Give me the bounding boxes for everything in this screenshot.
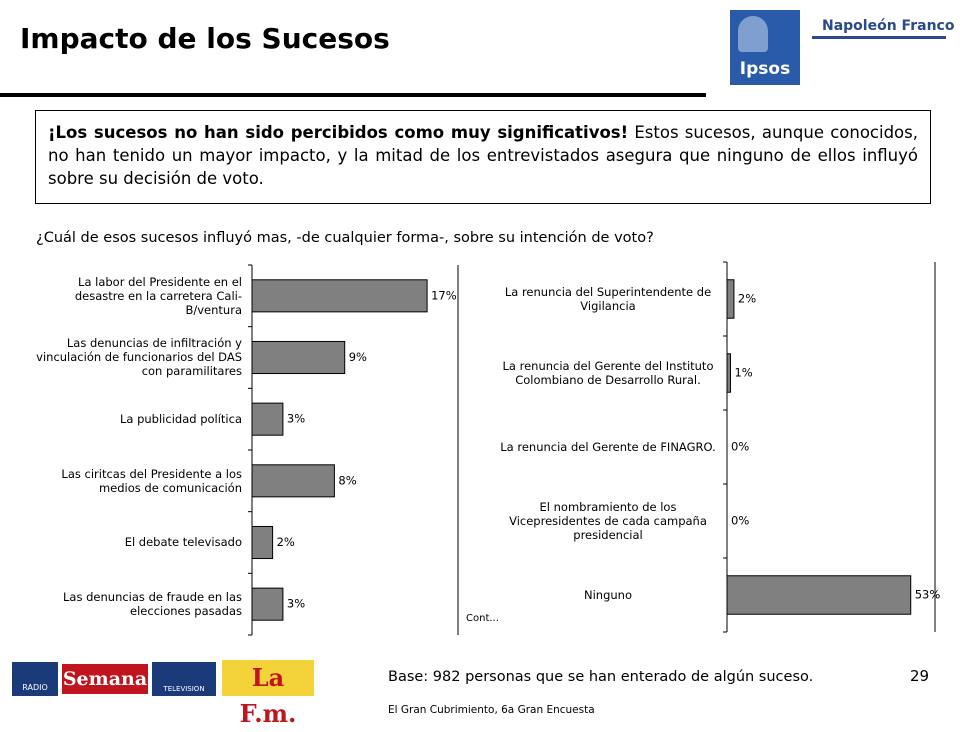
category-label: La renuncia del Gerente del Instituto Co… [502,359,714,387]
category-label: La renuncia del Gerente de FINAGRO. [500,440,716,454]
summary-box: ¡Los sucesos no han sido percibidos como… [35,110,931,204]
bar [251,340,346,375]
value-label: 3% [287,597,305,611]
footer-source: El Gran Cubrimiento, 6a Gran Encuesta [388,704,595,716]
bar [726,575,912,615]
title-rule [0,93,706,97]
category-label: El debate televisado [124,535,242,550]
category-label: Las denuncias de fraude en las eleccione… [63,590,242,619]
bar [726,279,735,319]
value-label: 17% [431,288,457,302]
bar [251,279,428,313]
sponsor-logo: RADIO [12,662,58,696]
value-label: 53% [915,588,941,602]
bar [726,353,731,393]
value-label: 3% [287,412,305,426]
sponsor-logo: Semana [62,664,148,694]
bar [251,587,284,621]
value-label: 8% [338,473,356,487]
category-label: La publicidad política [119,412,242,427]
question: ¿Cuál de esos sucesos influyó mas, -de c… [36,230,654,246]
bar [251,525,274,560]
summary-text: Estos sucesos, aunque conocidos, no han … [48,123,918,188]
category-label: La labor del Presidente en el desastre e… [74,274,242,317]
category-label: Ninguno [584,588,632,602]
bar [251,402,284,436]
sponsor-logo: TELEVISION [152,662,216,696]
sponsor-logo: La F.m. [222,660,314,728]
partner-rule [812,36,946,39]
ipsos-text: Ipsos [739,59,791,79]
page-number: 29 [910,667,930,685]
continued-note: Cont... [466,613,499,624]
bar [251,464,335,498]
slide-title: Impacto de los Sucesos [20,22,390,55]
value-label: 2% [277,535,295,549]
summary-bold: ¡Los sucesos no han sido percibidos como… [48,123,629,142]
category-label: El nombramiento de los Vicepresidentes d… [509,500,707,542]
base-note: Base: 982 personas que se han enterado d… [388,669,814,685]
value-label: 2% [738,292,756,306]
value-label: 9% [349,350,367,364]
value-label: 0% [731,440,749,454]
value-label: 0% [731,514,749,528]
partner-name: Napoleón Franco [822,18,955,34]
category-label: Las ciritcas del Presidente a los medios… [61,466,242,495]
category-label: La renuncia del Superintendente de Vigil… [504,285,712,313]
category-label: Las denuncias de infiltración y vinculac… [36,336,242,379]
ipsos-logo: Ipsos [730,10,800,85]
value-label: 1% [734,366,752,380]
